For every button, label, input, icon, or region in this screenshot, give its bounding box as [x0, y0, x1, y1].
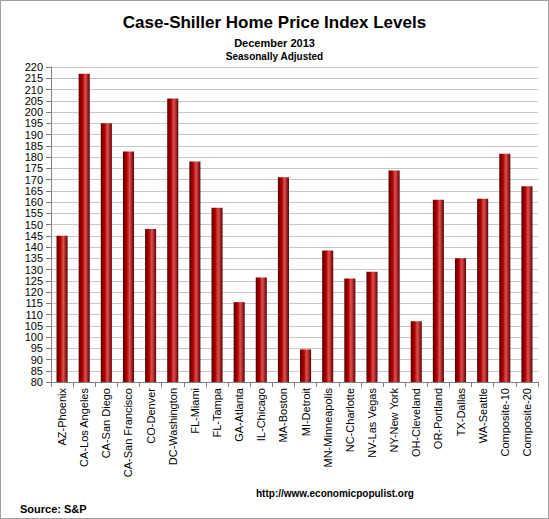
svg-text:WA-Seattle: WA-Seattle	[477, 388, 489, 443]
svg-text:CA-San Diego: CA-San Diego	[100, 388, 112, 458]
svg-text:180: 180	[25, 151, 43, 163]
svg-text:DC-Washington: DC-Washington	[167, 388, 179, 465]
svg-text:80: 80	[31, 376, 43, 388]
svg-text:MI-Detroit: MI-Detroit	[300, 388, 312, 436]
svg-text:125: 125	[25, 275, 43, 287]
svg-text:215: 215	[25, 72, 43, 84]
svg-text:145: 145	[25, 230, 43, 242]
svg-text:CO-Denver: CO-Denver	[145, 388, 157, 444]
svg-text:CA-San Francisco: CA-San Francisco	[122, 388, 134, 477]
svg-text:160: 160	[25, 196, 43, 208]
svg-text:MN-Minneapolis: MN-Minneapolis	[322, 388, 334, 468]
svg-text:IL-Chicago: IL-Chicago	[255, 388, 267, 441]
svg-text:165: 165	[25, 185, 43, 197]
svg-text:190: 190	[25, 129, 43, 141]
svg-text:185: 185	[25, 140, 43, 152]
svg-text:GA-Atlanta: GA-Atlanta	[233, 387, 245, 442]
svg-text:155: 155	[25, 207, 43, 219]
svg-text:FL-Miami: FL-Miami	[189, 388, 201, 434]
svg-text:NV-Las Vegas: NV-Las Vegas	[366, 388, 378, 458]
svg-text:Composite-10: Composite-10	[499, 388, 511, 456]
svg-text:170: 170	[25, 174, 43, 186]
svg-text:95: 95	[31, 342, 43, 354]
svg-text:85: 85	[31, 365, 43, 377]
svg-text:195: 195	[25, 117, 43, 129]
svg-text:Case-Shiller Home Price Index: Case-Shiller Home Price Index Levels	[123, 13, 426, 32]
svg-text:175: 175	[25, 162, 43, 174]
svg-text:90: 90	[31, 354, 43, 366]
svg-text:150: 150	[25, 219, 43, 231]
svg-text:205: 205	[25, 95, 43, 107]
svg-text:OH-Cleveland: OH-Cleveland	[410, 388, 422, 457]
svg-text:115: 115	[25, 297, 43, 309]
svg-text:130: 130	[25, 264, 43, 276]
svg-text:200: 200	[25, 106, 43, 118]
svg-text:220: 220	[25, 61, 43, 73]
svg-text:http://www.economicpopulist.or: http://www.economicpopulist.org	[256, 488, 414, 499]
svg-text:CA-Los Angeles: CA-Los Angeles	[78, 388, 90, 467]
svg-text:120: 120	[25, 286, 43, 298]
svg-text:MA-Boston: MA-Boston	[277, 388, 289, 442]
svg-text:Composite-20: Composite-20	[521, 388, 533, 456]
svg-text:TX-Dallas: TX-Dallas	[455, 388, 467, 437]
svg-text:100: 100	[25, 331, 43, 343]
svg-text:Seasonally Adjusted: Seasonally Adjusted	[226, 51, 323, 62]
svg-text:135: 135	[25, 252, 43, 264]
svg-text:AZ-Phoenix: AZ-Phoenix	[56, 388, 68, 446]
svg-text:140: 140	[25, 241, 43, 253]
svg-text:OR-Portland: OR-Portland	[432, 388, 444, 449]
svg-text:Source: S&P: Source: S&P	[20, 503, 87, 515]
svg-text:NY-New York: NY-New York	[388, 388, 400, 453]
svg-text:210: 210	[25, 84, 43, 96]
svg-text:105: 105	[25, 320, 43, 332]
svg-text:FL-Tampa: FL-Tampa	[211, 387, 223, 437]
svg-text:110: 110	[25, 309, 43, 321]
svg-text:NC-Charlotte: NC-Charlotte	[344, 388, 356, 452]
svg-text:December 2013: December 2013	[234, 37, 315, 49]
